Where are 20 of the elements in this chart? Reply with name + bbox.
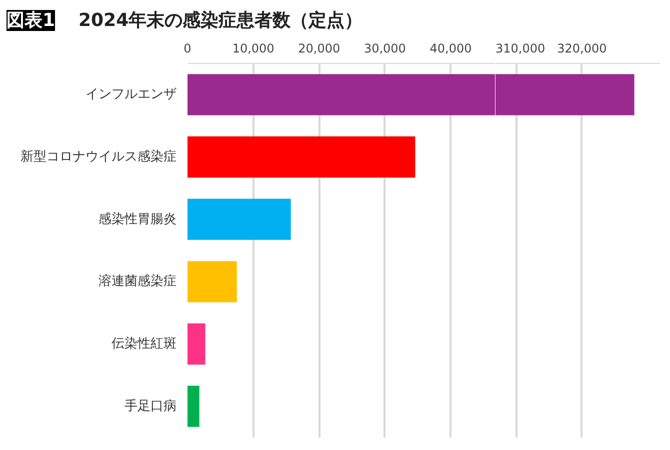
y-tick-label: 伝染性紅斑 — [112, 336, 176, 352]
x-tick-label: 310,000 — [496, 42, 546, 56]
bar — [188, 136, 416, 178]
x-tick-label: 30,000 — [364, 42, 406, 56]
y-tick-label: 溶連菌感染症 — [98, 273, 176, 290]
bar — [188, 323, 206, 365]
bar — [188, 198, 291, 240]
x-tick-label: 10,000 — [232, 42, 274, 56]
x-tick-label: 320,000 — [557, 42, 607, 56]
x-tick-label: 0 — [184, 42, 192, 56]
bar — [188, 386, 200, 427]
y-tick-label: 感染性胃腸炎 — [98, 212, 176, 227]
y-tick-label: 新型コロナウイルス感染症 — [20, 150, 176, 164]
text: 図表1 — [6, 10, 56, 31]
y-tick-label: インフルエンザ — [86, 87, 176, 102]
x-tick-label: 20,000 — [298, 42, 340, 56]
chart-title: 2024年末の感染症患者数（定点） — [78, 10, 363, 31]
bar — [188, 261, 237, 302]
y-tick-label: 手足口病 — [124, 398, 176, 414]
x-tick-label: 40,000 — [430, 42, 472, 56]
